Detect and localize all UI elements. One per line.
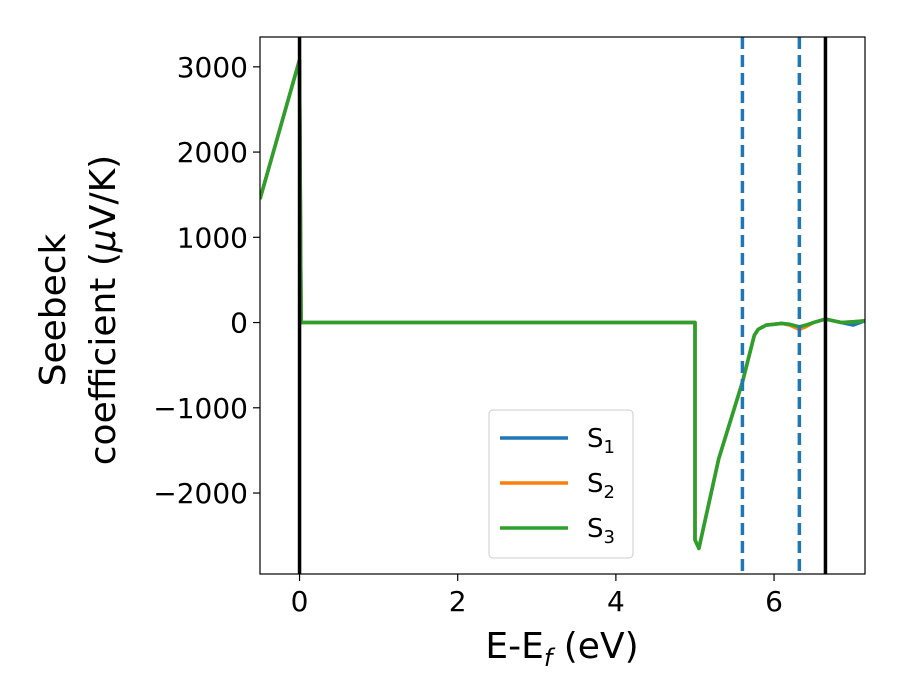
legend-label-s1: S1 [587,424,615,458]
y-axis-label: Seebeck coefficient (μV/K) [33,155,124,465]
y-tick-label: −2000 [153,477,248,510]
legend-label-s3: S3 [587,514,615,548]
y-tick-label: 0 [230,307,248,340]
legend-label-s2: S2 [587,469,615,503]
y-tick-label: −1000 [153,392,248,425]
x-tick-label: 2 [449,585,467,618]
legend: S1 S2 S3 [488,409,634,559]
legend-entries: S1 S2 S3 [500,424,615,548]
y-tick-label: 2000 [177,136,248,169]
x-axis-label-suffix: (eV) [552,626,638,667]
y-tick-label: 1000 [177,221,248,254]
plot-frame [259,36,866,575]
x-axis-label: E-Ef (eV) [485,626,638,672]
y-axis-label-line1: Seebeck [33,233,74,386]
y-axis-label-line2-text: coefficient ( [83,252,124,465]
x-axis-label-main: E-E [485,626,543,667]
y-axis-label-line2-end: V/K) [83,155,124,229]
y-axis-label-line2: coefficient (μV/K) [83,155,124,465]
y-axis-label-mu: μ [83,229,124,253]
x-tick-label: 0 [291,585,309,618]
axis-ticks: 0 2 4 6 3000 2000 1000 0 −1000 −2000 [153,51,783,618]
x-tick-label: 6 [765,585,783,618]
plot-area [260,37,865,574]
y-tick-label: 3000 [177,51,248,84]
x-tick-label: 4 [607,585,625,618]
series-line-s3 [260,58,865,551]
